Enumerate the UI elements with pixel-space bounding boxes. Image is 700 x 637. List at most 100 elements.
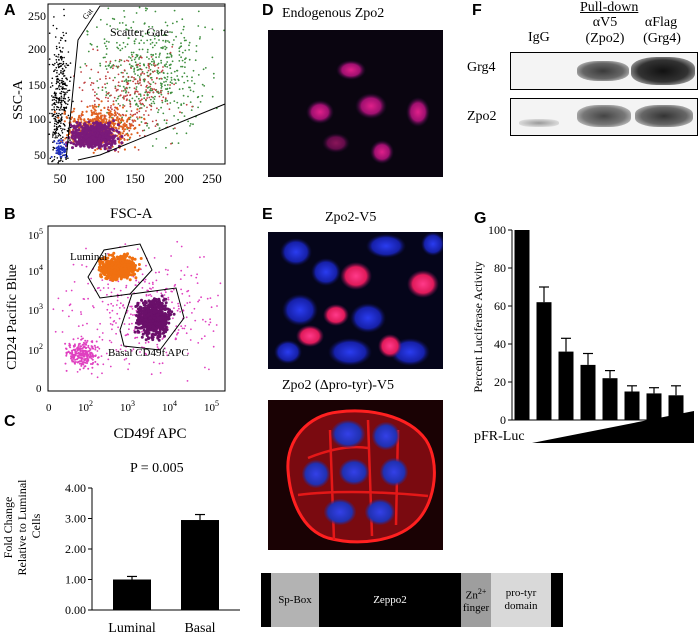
event-dot [132, 348, 135, 351]
event-dot [65, 106, 68, 108]
event-dot [97, 71, 100, 74]
nucleus-v5 [407, 270, 439, 298]
event-dot [90, 357, 93, 360]
event-dot [104, 269, 108, 273]
event-dot [161, 101, 164, 104]
event-dot [123, 69, 126, 71]
event-dot [58, 59, 60, 61]
event-dot [134, 82, 137, 85]
event-dot [121, 254, 125, 258]
event-dot [163, 312, 167, 316]
zeppo2-domain-schematic: Sp-Box Zeppo2 Zn2+ finger pro-tyr domain [261, 573, 563, 627]
event-dot [169, 81, 172, 84]
event-dot [100, 118, 103, 121]
event-dot [147, 341, 150, 344]
panel-a-events [48, 6, 225, 164]
event-dot [153, 61, 156, 64]
event-dot [140, 73, 142, 75]
event-dot [56, 106, 59, 108]
event-dot [78, 348, 81, 351]
panel-letter-g: G [474, 210, 487, 227]
event-dot [99, 289, 102, 292]
svg-text:105: 105 [28, 227, 43, 242]
event-dot [148, 58, 150, 60]
event-dot [58, 82, 61, 85]
event-dot [94, 348, 97, 351]
event-dot [141, 330, 143, 333]
event-dot [171, 31, 173, 34]
domain-pro-tyr: pro-tyr domain [491, 573, 551, 627]
event-dot [136, 82, 139, 84]
event-dot [164, 100, 167, 103]
event-dot [143, 97, 146, 100]
event-dot [160, 89, 162, 92]
event-dot [106, 92, 109, 95]
event-dot [161, 338, 164, 340]
event-dot [146, 56, 148, 58]
event-dot [58, 46, 61, 49]
event-dot [109, 60, 112, 63]
event-dot [152, 54, 154, 57]
event-dot [217, 294, 219, 297]
event-dot [57, 119, 60, 122]
panel-g-bars [514, 230, 684, 420]
event-dot [109, 106, 112, 109]
event-dot [101, 332, 104, 334]
event-dot [117, 84, 120, 87]
event-dot [145, 9, 147, 12]
event-dot [150, 288, 153, 290]
event-dot [138, 319, 142, 322]
event-dot [69, 80, 71, 82]
event-dot [189, 301, 191, 304]
event-dot [61, 130, 63, 132]
event-dot [109, 323, 112, 325]
event-dot [163, 76, 166, 79]
event-dot [152, 81, 155, 83]
event-dot [148, 86, 150, 89]
event-dot [133, 330, 137, 334]
event-dot [161, 362, 164, 365]
event-dot [173, 70, 176, 73]
event-dot [164, 97, 167, 100]
event-dot [52, 141, 54, 143]
event-dot [51, 108, 53, 111]
event-dot [109, 62, 111, 64]
event-dot [128, 323, 131, 326]
event-dot [144, 7, 147, 9]
event-dot [106, 293, 108, 296]
event-dot [109, 365, 112, 368]
event-dot [52, 133, 54, 135]
event-dot [140, 121, 143, 123]
event-dot [154, 10, 157, 13]
event-dot [113, 64, 115, 67]
event-dot [85, 247, 87, 250]
event-dot [168, 87, 171, 90]
event-dot [184, 49, 187, 52]
event-dot [121, 274, 125, 278]
event-dot [107, 97, 109, 99]
event-dot [58, 149, 60, 152]
event-dot [186, 79, 189, 82]
event-dot [147, 306, 151, 310]
event-dot [60, 99, 63, 102]
event-dot [116, 134, 119, 137]
event-dot [88, 347, 91, 350]
event-dot [185, 332, 188, 335]
event-dot [80, 347, 83, 350]
event-dot [96, 376, 99, 379]
event-dot [120, 59, 123, 62]
event-dot [153, 88, 156, 90]
event-dot [99, 128, 102, 132]
event-dot [91, 125, 95, 129]
basal-gate-outline [119, 287, 185, 351]
event-dot [111, 328, 113, 331]
event-dot [81, 324, 84, 327]
event-dot [183, 36, 186, 39]
event-dot [112, 136, 116, 140]
event-dot [139, 56, 142, 59]
lane-label-flag: αFlag [644, 15, 678, 30]
event-dot [74, 361, 77, 363]
event-dot [128, 363, 131, 365]
event-dot [76, 352, 79, 355]
event-dot [123, 307, 126, 309]
